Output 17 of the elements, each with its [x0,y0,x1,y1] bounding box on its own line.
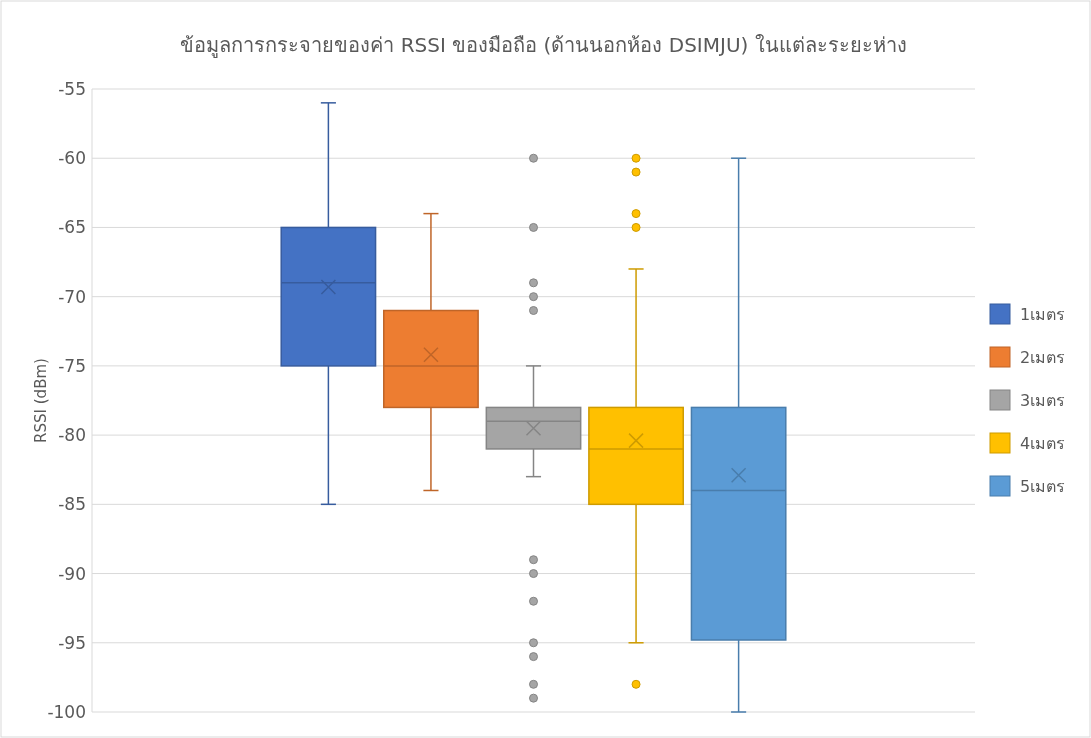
legend-label: 5เมตร [1020,476,1066,496]
y-tick-label: -80 [58,425,86,446]
y-tick-label: -70 [58,286,86,307]
legend-label: 2เมตร [1020,347,1066,367]
y-tick-label: -55 [58,78,86,99]
y-tick-label: -60 [58,148,86,169]
chart-title: ข้อมูลการกระจายของค่า RSSI ของมือถือ (ด้านนอกห้อง DSIMJU) ในแต่ละระยะห่าง [180,33,907,58]
y-tick-label: -95 [58,632,86,653]
y-axis-title: RSSI (dBm) [32,358,50,443]
y-tick-label: -85 [58,494,86,515]
y-tick-label: -100 [47,701,86,722]
legend-label: 4เมตร [1020,433,1066,453]
legend-label: 1เมตร [1020,304,1066,324]
y-tick-label: -90 [58,563,86,584]
y-tick-label: -75 [58,355,86,376]
y-tick-label: -65 [58,217,86,238]
legend-label: 3เมตร [1020,390,1066,410]
